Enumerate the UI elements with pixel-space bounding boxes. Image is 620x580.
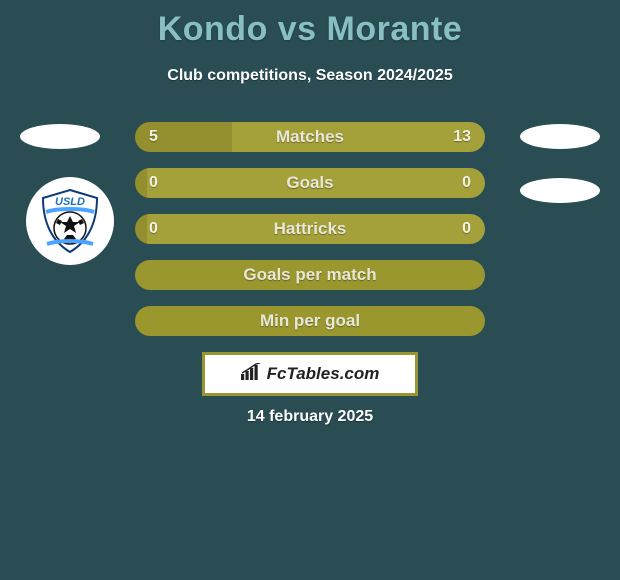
club-code-text: USLD [55,196,85,208]
player-left-club-avatar: USLD [26,177,114,265]
stat-label: Min per goal [135,306,485,336]
stat-label: Goals per match [135,260,485,290]
club-logo-left: USLD [35,186,105,256]
stat-bars: 5 Matches 13 0 Goals 0 0 Hattricks 0 Goa… [135,122,485,352]
brand-text: FcTables.com [267,364,380,384]
chart-bars-icon [241,363,263,386]
stat-row-hattricks: 0 Hattricks 0 [135,214,485,244]
stat-row-goals-per-match: Goals per match [135,260,485,290]
snapshot-date: 14 february 2025 [0,408,620,426]
stat-label: Matches [135,122,485,152]
stat-row-min-per-goal: Min per goal [135,306,485,336]
stat-value-right: 0 [462,168,471,198]
stat-value-right: 0 [462,214,471,244]
player-right-club-avatar [520,178,600,203]
stat-row-matches: 5 Matches 13 [135,122,485,152]
stat-value-right: 13 [453,122,471,152]
stat-row-goals: 0 Goals 0 [135,168,485,198]
page-subtitle: Club competitions, Season 2024/2025 [0,67,620,85]
page-title: Kondo vs Morante [0,0,620,49]
player-left-avatar [20,124,100,149]
stat-label: Goals [135,168,485,198]
player-right-avatar [520,124,600,149]
stat-label: Hattricks [135,214,485,244]
brand-card[interactable]: FcTables.com [202,352,418,396]
